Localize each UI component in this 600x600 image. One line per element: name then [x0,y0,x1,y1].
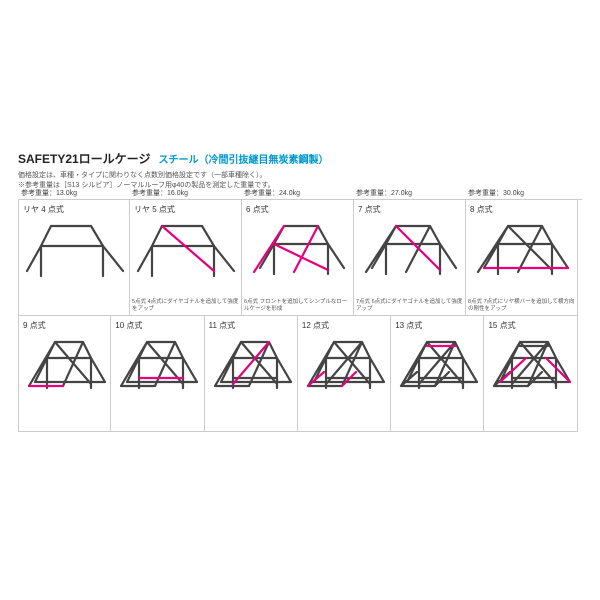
cell-12pt: 12 点式 [298,316,391,432]
cell-11pt: 11 点式 [205,316,298,432]
cell-15pt: 15 点式 [484,316,577,432]
cell-8pt: 参考重量：30.0kg 8 点式 8点式 7点式にリヤ横バーを追加して横方向の剛… [466,200,578,316]
cell-9pt: 9 点式 [18,316,111,432]
cell-5pt: 参考重量：16.0kg リヤ 5 点式 5点式 4点式にダイヤゴナルを追加して強… [130,200,242,316]
cage-grid: 参考重量：13.0kg リヤ 4 点式 参考重量：16.0kg リヤ 5 点式 … [18,199,582,432]
cell-4pt: 参考重量：13.0kg リヤ 4 点式 [18,200,130,316]
cell-13pt: 13 点式 [391,316,484,432]
cell-10pt: 10 点式 [111,316,204,432]
product-title: SAFETY21ロールケージ [18,150,150,167]
cell-6pt: 参考重量：24.0kg 6 点式 6点式 フロントを追加してシンプルなロールケー… [242,200,354,316]
cell-7pt: 参考重量：27.0kg 7 点式 7点式 6点式にダイヤゴナルを追加して強度アッ… [354,200,466,316]
product-subtitle: スチール（冷間引抜継目無炭素鋼製） [158,151,328,166]
